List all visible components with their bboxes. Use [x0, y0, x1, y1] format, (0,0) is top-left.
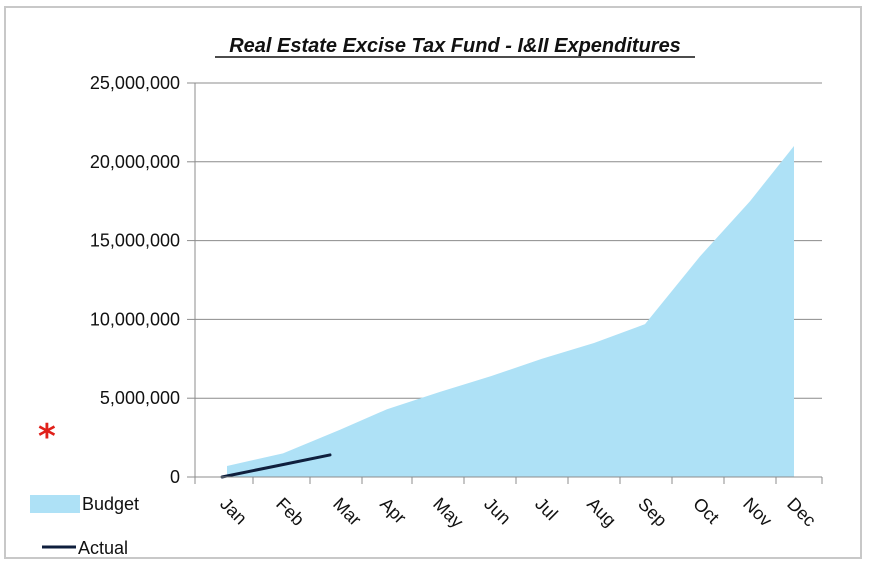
- y-tick-label: 20,000,000: [90, 152, 180, 172]
- y-axis-tick-labels: 0 5,000,000 10,000,000 15,000,000 20,000,000…: [90, 73, 180, 487]
- x-tick-label: Dec: [783, 494, 820, 531]
- actual-line-layer: [220, 453, 332, 479]
- x-tick-label: Jun: [480, 494, 515, 529]
- x-tick-label: Sep: [634, 494, 671, 531]
- actual-line: [220, 453, 332, 479]
- x-tick-label: Nov: [739, 494, 776, 531]
- chart-title: Real Estate Excise Tax Fund - I&II Expen…: [229, 35, 681, 57]
- legend: Budget Actual: [30, 494, 139, 558]
- y-tick-label: 5,000,000: [100, 388, 180, 408]
- annotation-asterisk: *: [38, 417, 56, 457]
- x-tick-label: Feb: [272, 494, 308, 530]
- budget-area-layer: [227, 146, 794, 478]
- y-tick-label: 15,000,000: [90, 231, 180, 251]
- x-tick-label: Mar: [329, 494, 365, 530]
- legend-budget-label: Budget: [82, 494, 139, 514]
- x-tick-label: Oct: [689, 494, 723, 528]
- x-axis-tick-labels: Jan Feb Mar Apr May Jun Jul Aug Sep Oct Nov Dec: [216, 494, 820, 532]
- y-tick-label: 25,000,000: [90, 73, 180, 93]
- x-tick-label: Apr: [376, 494, 410, 528]
- y-tick-label: 10,000,000: [90, 309, 180, 329]
- y-tick-label: 0: [170, 467, 180, 487]
- x-tick-label: Jul: [531, 494, 561, 524]
- legend-actual-label: Actual: [78, 538, 128, 558]
- x-tick-label: Jan: [216, 494, 251, 529]
- legend-budget-swatch: [30, 495, 80, 513]
- x-tick-label: Aug: [583, 494, 620, 531]
- x-tick-label: May: [429, 494, 467, 532]
- axes: [194, 83, 823, 484]
- budget-area: [227, 146, 794, 478]
